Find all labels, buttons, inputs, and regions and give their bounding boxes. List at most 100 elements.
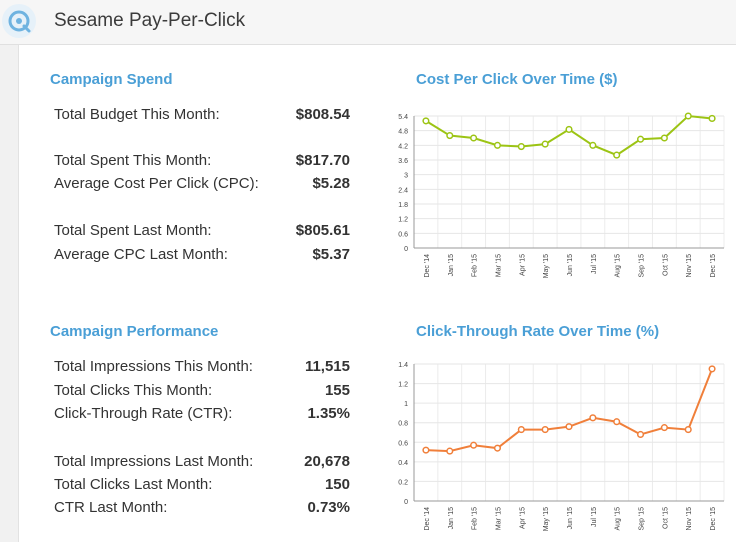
y-tick-label: 0.6 <box>398 440 408 447</box>
stat-row-impressions-last-month: Total Impressions Last Month: 20,678 <box>54 453 350 473</box>
stat-value: 0.73% <box>307 499 350 516</box>
data-point[interactable] <box>470 441 478 449</box>
data-point[interactable] <box>541 426 549 434</box>
x-tick-label: Jul '15 <box>591 507 598 527</box>
campaign-performance-title: Campaign Performance <box>50 323 219 340</box>
x-tick-label: Dec '14 <box>424 507 431 531</box>
stat-value: $5.37 <box>312 246 350 263</box>
x-tick-label: Apr '15 <box>519 254 526 276</box>
y-tick-label: 1.2 <box>398 382 408 389</box>
stat-label: Average CPC Last Month: <box>54 246 228 263</box>
x-tick-label: Mar '15 <box>495 254 502 277</box>
stat-row-total-spent: Total Spent This Month: $817.70 <box>54 152 350 172</box>
cpc-chart-title: Cost Per Click Over Time ($) <box>416 71 618 88</box>
left-sidebar-strip <box>0 0 19 542</box>
data-point[interactable] <box>446 447 454 455</box>
stat-label: Average Cost Per Click (CPC): <box>54 175 259 192</box>
y-tick-label: 3.6 <box>398 158 408 165</box>
stat-value: $817.70 <box>295 152 350 169</box>
app-title: Sesame Pay-Per-Click <box>54 10 246 31</box>
stat-row-avg-cpc-last-month: Average CPC Last Month: $5.37 <box>54 246 350 266</box>
x-tick-label: Sep '15 <box>639 507 646 531</box>
y-tick-label: 5.4 <box>398 114 408 121</box>
y-tick-label: 3 <box>404 173 408 180</box>
y-tick-label: 2.4 <box>398 187 408 194</box>
y-tick-label: 1 <box>404 401 408 408</box>
x-tick-label: Jun '15 <box>567 507 574 529</box>
x-tick-label: Nov '15 <box>686 254 693 278</box>
data-point[interactable] <box>589 414 597 422</box>
stat-row-impressions: Total Impressions This Month: 11,515 <box>54 358 350 378</box>
x-tick-label: Dec '15 <box>710 507 717 531</box>
stat-row-clicks: Total Clicks This Month: 155 <box>54 382 350 402</box>
app-header: Sesame Pay-Per-Click <box>0 0 736 45</box>
data-point[interactable] <box>517 143 525 151</box>
x-tick-label: Jan '15 <box>448 254 455 276</box>
ctr-line-chart: 0 0.2 0.4 0.6 0.8 1 1.2 1.4 Dec '14 Jan '15 Feb '1… <box>398 362 725 531</box>
y-tick-label: 1.8 <box>398 202 408 209</box>
data-point[interactable] <box>517 426 525 434</box>
stat-value: 150 <box>324 476 350 493</box>
x-tick-label: Sep '15 <box>639 254 646 278</box>
data-point[interactable] <box>613 418 621 426</box>
stat-value: $808.54 <box>295 106 350 123</box>
x-tick-label: Aug '15 <box>615 507 622 531</box>
x-tick-label: Jan '15 <box>448 507 455 529</box>
data-point[interactable] <box>660 424 668 432</box>
x-tick-label: Dec '14 <box>424 254 431 278</box>
x-tick-label: May '15 <box>543 507 550 531</box>
y-tick-label: 0.4 <box>398 460 408 467</box>
app-logo-icon[interactable] <box>2 4 36 38</box>
stat-row-total-budget: Total Budget This Month: $808.54 <box>54 106 350 126</box>
data-point[interactable] <box>470 134 478 142</box>
data-point[interactable] <box>708 365 716 373</box>
y-tick-label: 0 <box>404 499 408 506</box>
x-tick-label: Feb '15 <box>472 507 479 530</box>
stat-label: CTR Last Month: <box>54 499 168 516</box>
stat-value: $5.28 <box>312 175 350 192</box>
data-point[interactable] <box>708 114 716 122</box>
x-tick-label: Oct '15 <box>662 254 669 276</box>
x-tick-label: Apr '15 <box>519 507 526 529</box>
data-point[interactable] <box>613 151 621 159</box>
y-tick-label: 1.4 <box>398 362 408 369</box>
stat-value: $805.61 <box>295 222 350 239</box>
series-line <box>425 368 714 453</box>
stat-value: 155 <box>324 382 350 399</box>
stat-row-clicks-last-month: Total Clicks Last Month: 150 <box>54 476 350 496</box>
y-tick-label: 4.2 <box>398 143 408 150</box>
y-tick-label: 0.2 <box>398 479 408 486</box>
data-point[interactable] <box>636 135 645 143</box>
data-point[interactable] <box>565 125 573 133</box>
data-point[interactable] <box>684 426 692 434</box>
data-point[interactable] <box>589 141 597 149</box>
y-tick-label: 0.6 <box>398 231 408 238</box>
data-point[interactable] <box>422 446 430 454</box>
x-tick-label: Dec '15 <box>710 254 717 278</box>
data-point[interactable] <box>422 117 430 125</box>
x-tick-label: Feb '15 <box>472 254 479 277</box>
data-point[interactable] <box>660 134 668 142</box>
data-point[interactable] <box>446 132 454 140</box>
x-tick-label: Aug '15 <box>615 254 622 278</box>
data-point[interactable] <box>493 444 502 452</box>
data-point[interactable] <box>636 430 645 439</box>
ctr-chart-title: Click-Through Rate Over Time (%) <box>416 323 660 340</box>
stat-label: Total Impressions Last Month: <box>54 453 254 470</box>
stat-label: Total Impressions This Month: <box>54 358 253 375</box>
x-tick-label: Mar '15 <box>495 507 502 530</box>
data-point[interactable] <box>684 112 692 120</box>
stat-value: 11,515 <box>304 358 350 375</box>
x-tick-label: Oct '15 <box>662 507 669 529</box>
x-tick-label: Jun '15 <box>567 254 574 276</box>
data-point[interactable] <box>493 141 502 149</box>
series-line <box>425 114 713 157</box>
stat-row-ctr-last-month: CTR Last Month: 0.73% <box>54 499 350 519</box>
stat-value: 1.35% <box>307 405 350 422</box>
data-point[interactable] <box>565 423 573 431</box>
y-tick-label: 0.8 <box>398 421 408 428</box>
stat-row-avg-cpc: Average Cost Per Click (CPC): $5.28 <box>54 175 350 195</box>
data-point[interactable] <box>541 140 549 148</box>
y-tick-label: 4.8 <box>398 129 408 136</box>
x-tick-label: Nov '15 <box>686 507 693 531</box>
